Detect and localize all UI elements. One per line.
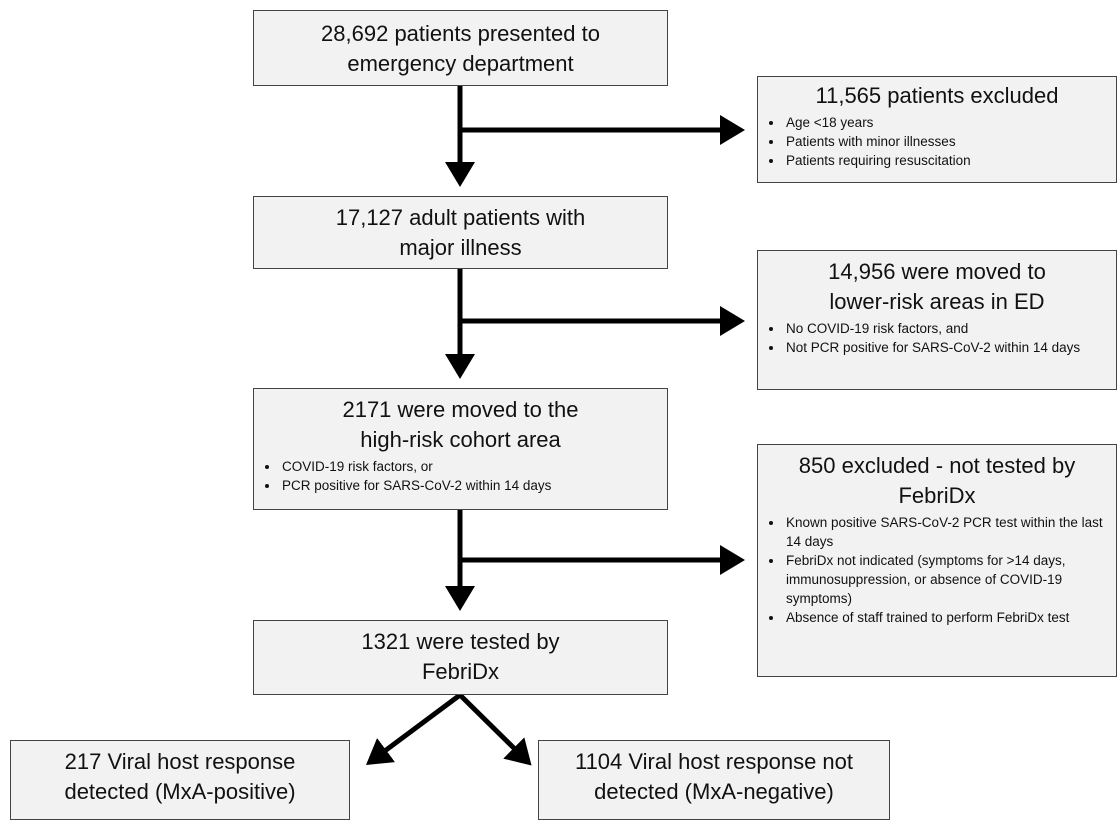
- title-line: high-risk cohort area: [360, 427, 561, 452]
- title-line: 1321 were tested by: [361, 629, 560, 654]
- box-title: 217 Viral host response detected (MxA-pos…: [11, 747, 349, 807]
- title-line: major illness: [399, 235, 522, 260]
- box-title: 11,565 patients excluded: [758, 81, 1116, 111]
- title-line: 217 Viral host response: [64, 749, 296, 774]
- title-line: 28,692 patients presented to: [321, 21, 600, 46]
- box-title: 14,956 were moved to lower-risk areas in …: [758, 257, 1116, 317]
- title-line: 1104 Viral host response not: [574, 749, 854, 774]
- flow-box: 14,956 were moved to lower-risk areas in …: [757, 250, 1117, 390]
- bullet-list: Known positive SARS-CoV-2 PCR test withi…: [758, 513, 1116, 627]
- flow-box: 11,565 patients excludedAge <18 yearsPat…: [757, 76, 1117, 183]
- title-line: detected (MxA-negative): [594, 779, 834, 804]
- title-line: FebriDx: [421, 659, 499, 684]
- flow-box: 1104 Viral host response not detected (Mx…: [538, 740, 890, 820]
- bullet: Age <18 years: [784, 113, 1116, 132]
- flow-box: 850 excluded - not tested by FebriDx Known…: [757, 444, 1117, 677]
- box-title: 850 excluded - not tested by FebriDx: [758, 451, 1116, 511]
- title-line: 2171 were moved to the: [342, 397, 579, 422]
- bullet: FebriDx not indicated (symptoms for >14 …: [784, 551, 1116, 608]
- title-line: 14,956 were moved to: [828, 259, 1046, 284]
- flow-box: 1321 were tested by FebriDx: [253, 620, 668, 695]
- flow-box: 28,692 patients presented to emergency de…: [253, 10, 668, 86]
- box-title: 1321 were tested by FebriDx: [254, 627, 667, 687]
- box-title: 17,127 adult patients with major illness: [254, 203, 667, 263]
- flow-box: 2171 were moved to the high-risk cohort a…: [253, 388, 668, 510]
- box-title: 1104 Viral host response not detected (Mx…: [539, 747, 889, 807]
- bullet-list: No COVID-19 risk factors, andNot PCR pos…: [758, 319, 1116, 357]
- bullet: Patients with minor illnesses: [784, 132, 1116, 151]
- flow-box: 217 Viral host response detected (MxA-pos…: [10, 740, 350, 820]
- bullet: Known positive SARS-CoV-2 PCR test withi…: [784, 513, 1116, 551]
- title-line: lower-risk areas in ED: [829, 289, 1045, 314]
- arrow: [458, 693, 532, 766]
- bullet: COVID-19 risk factors, or: [280, 457, 667, 476]
- title-line: FebriDx: [898, 483, 976, 508]
- title-line: 17,127 adult patients with: [335, 205, 586, 230]
- bullet: Not PCR positive for SARS-CoV-2 within 1…: [784, 338, 1116, 357]
- flow-box: 17,127 adult patients with major illness: [253, 196, 668, 269]
- box-title: 2171 were moved to the high-risk cohort a…: [254, 395, 667, 455]
- title-line: detected (MxA-positive): [64, 779, 296, 804]
- bullet: No COVID-19 risk factors, and: [784, 319, 1116, 338]
- box-title: 28,692 patients presented to emergency de…: [254, 19, 667, 79]
- bullet: Absence of staff trained to perform Febr…: [784, 608, 1116, 627]
- bullet-list: Age <18 yearsPatients with minor illness…: [758, 113, 1116, 170]
- arrow: [365, 692, 462, 765]
- bullet-list: COVID-19 risk factors, orPCR positive fo…: [254, 457, 667, 495]
- title-line: 850 excluded - not tested by: [798, 453, 1076, 478]
- title-line: 11,565 patients excluded: [815, 83, 1059, 108]
- bullet: PCR positive for SARS-CoV-2 within 14 da…: [280, 476, 667, 495]
- title-line: emergency department: [347, 51, 574, 76]
- bullet: Patients requiring resuscitation: [784, 151, 1116, 170]
